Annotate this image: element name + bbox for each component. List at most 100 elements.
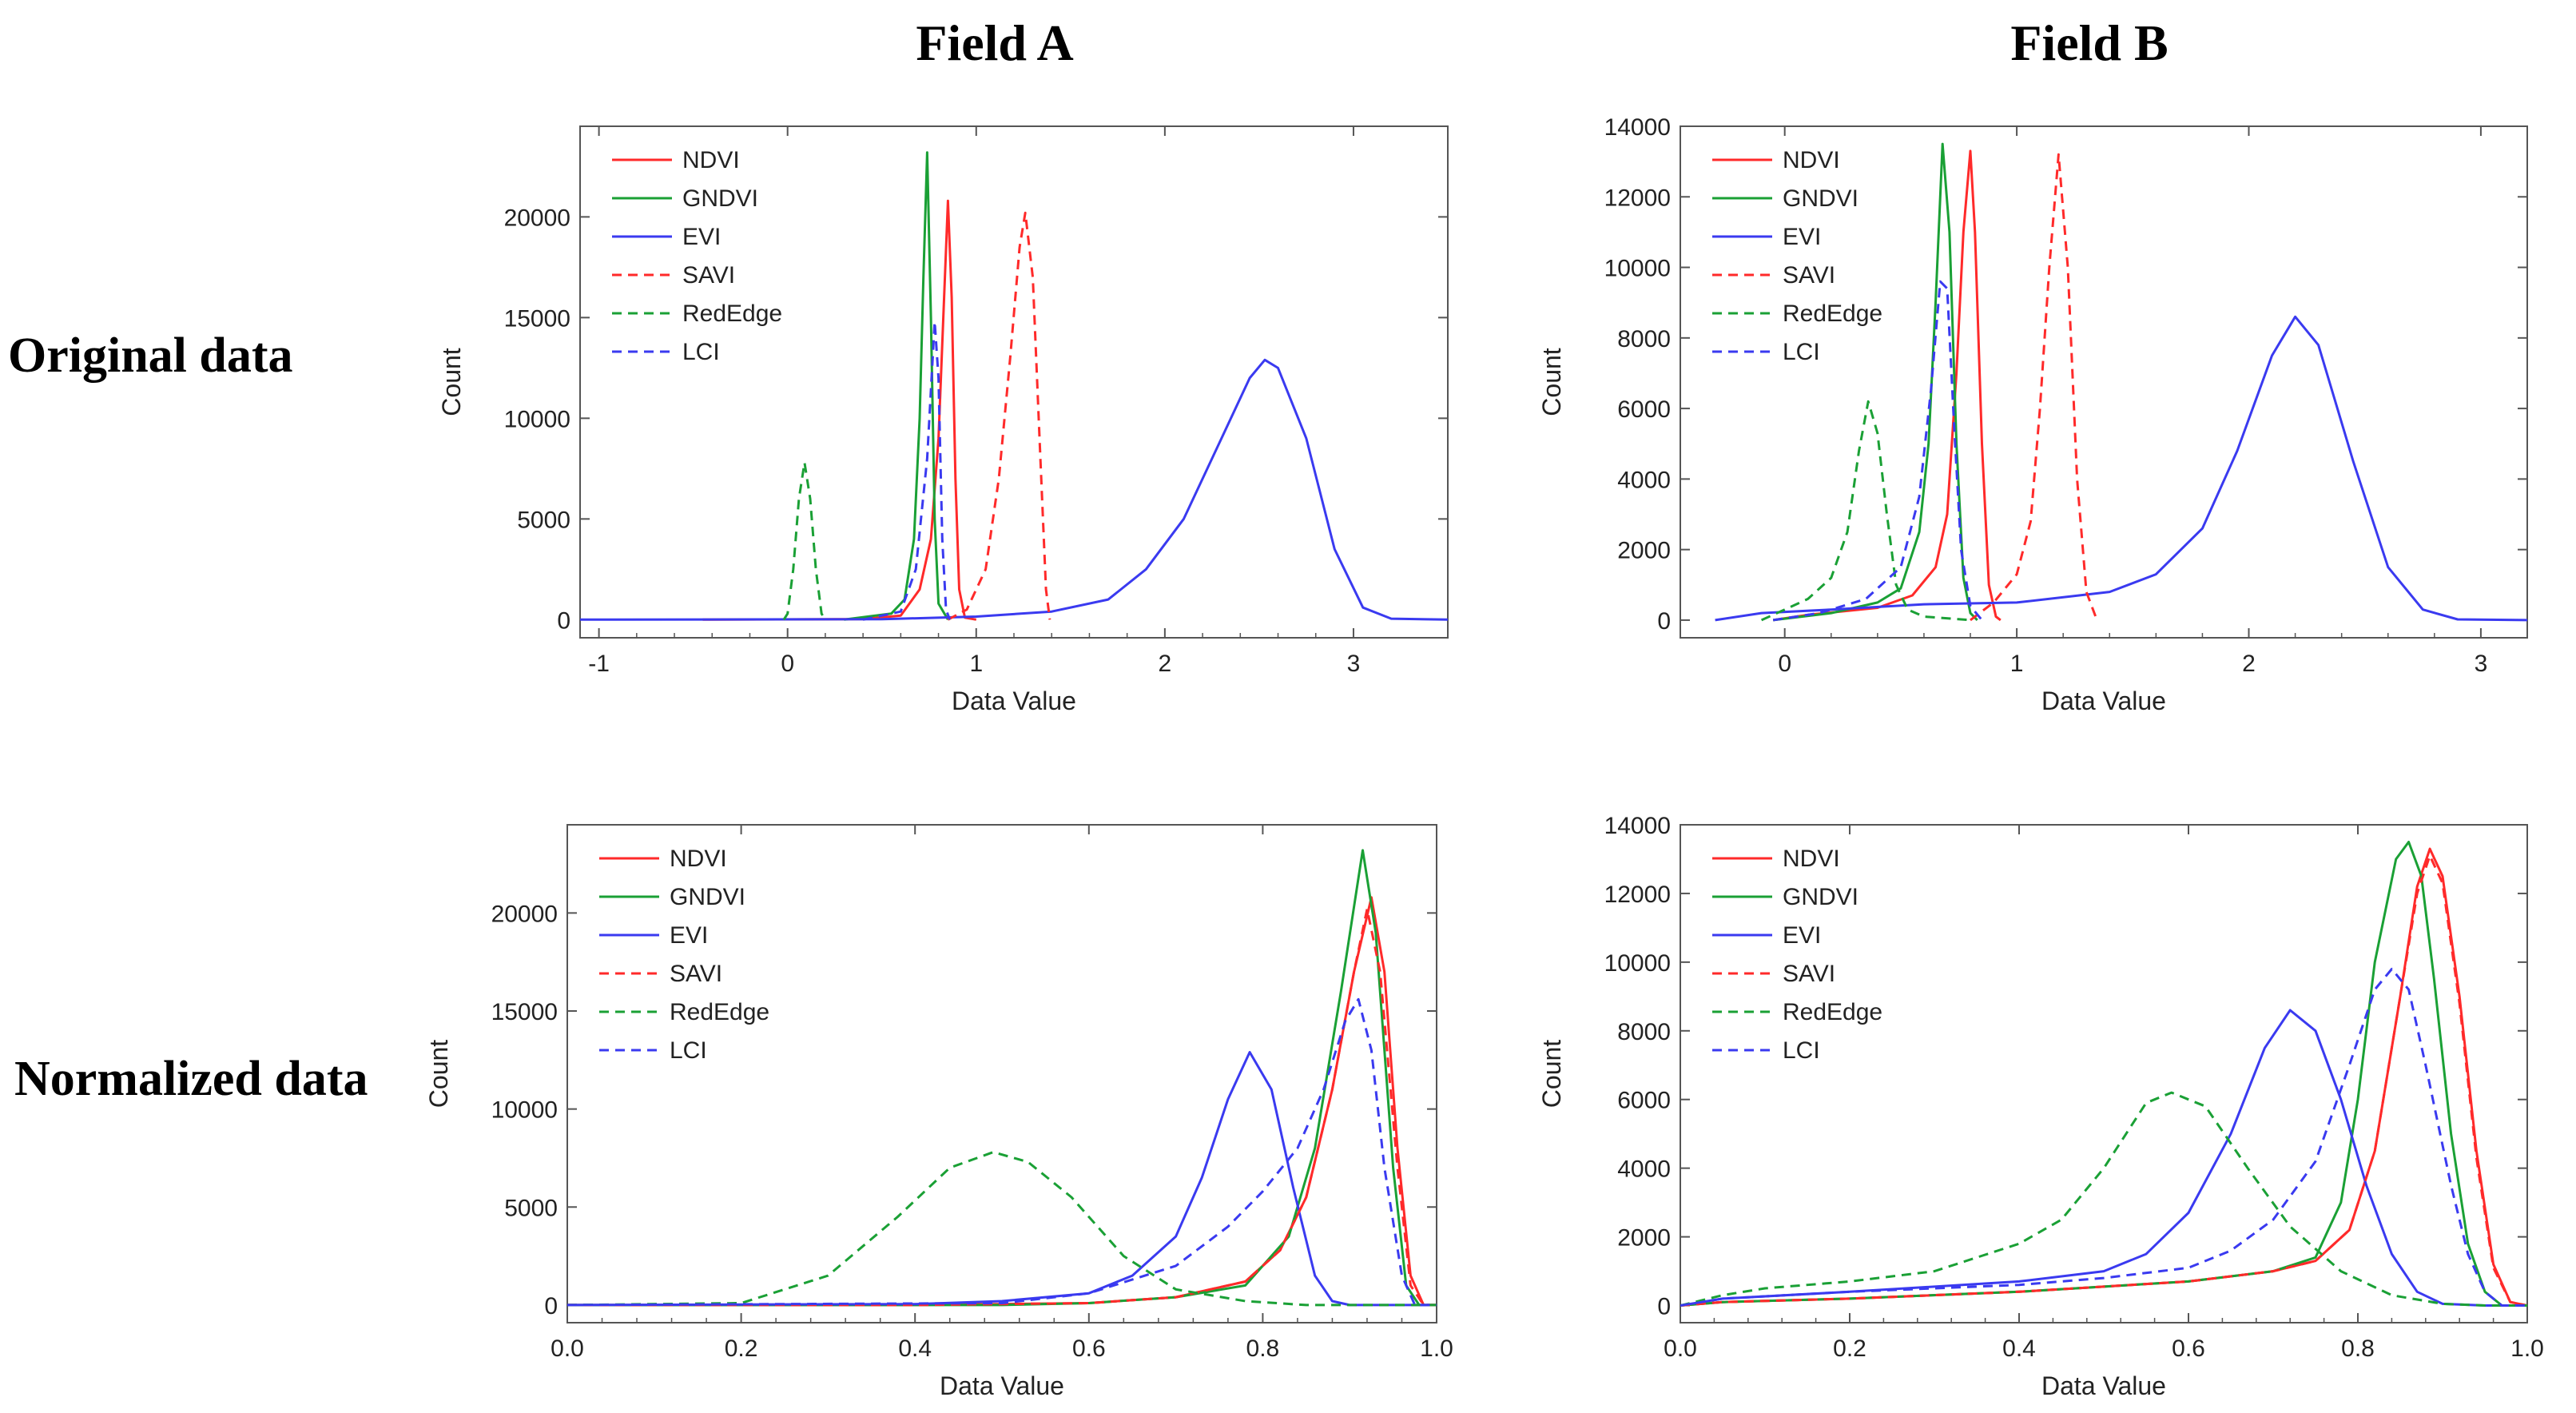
y-tick-label: 2000 (1617, 1225, 1671, 1252)
legend-label-ndvi: NDVI (1783, 147, 1840, 173)
x-tick-label: 0.6 (2172, 1335, 2205, 1362)
series-line-evi (1680, 1009, 2527, 1307)
series-line-gndvi (844, 151, 949, 621)
y-tick-label: 20000 (504, 205, 570, 231)
series-line-savi (947, 211, 1051, 621)
legend-label-lci: LCI (1783, 1037, 1820, 1064)
plot-frame (1680, 824, 2528, 1323)
series-line-ndvi (1772, 149, 2002, 622)
y-tick-label: 8000 (1617, 326, 1671, 352)
legend-label-evi: EVI (1783, 224, 1821, 250)
series-line-evi (567, 1051, 1437, 1307)
y-tick-label: 0 (1657, 1294, 1671, 1320)
series-line-rededge (782, 461, 827, 621)
legend-label-evi: EVI (1783, 922, 1821, 949)
chart-field-a-normalized: 0.0 0.2 0.4 0.6 0.8 1.0 0 5000 10000 15000 20000 Da… (424, 824, 1453, 1400)
legend-label-ndvi: NDVI (1783, 846, 1840, 872)
legend-label-gndvi: GNDVI (1783, 185, 1858, 212)
series-line-lci (862, 320, 952, 621)
series-line-rededge (567, 1151, 1437, 1307)
y-tick-label: 0 (544, 1293, 558, 1319)
series-line-gndvi (1773, 142, 1978, 622)
series-line-rededge (1680, 1091, 2527, 1307)
legend-label-rededge: RedEdge (682, 301, 782, 327)
series-line-lci (1680, 968, 2527, 1307)
legend-label-ndvi: NDVI (682, 147, 740, 173)
legend-label-savi: SAVI (1783, 961, 1835, 987)
legend-label-gndvi: GNDVI (1783, 884, 1858, 910)
y-tick-label: 0 (557, 607, 570, 634)
x-tick-label: 0.4 (898, 1335, 932, 1362)
x-tick-label: 0 (781, 651, 794, 677)
series-line-gndvi (1680, 841, 2527, 1307)
x-tick-label: 1.0 (2510, 1335, 2544, 1362)
legend-label-gndvi: GNDVI (670, 884, 745, 910)
series-line-evi (580, 358, 1448, 621)
legend-label-evi: EVI (670, 922, 708, 949)
y-tick-label: 12000 (1604, 185, 1671, 211)
x-tick-label: 1 (969, 651, 983, 677)
x-tick-label: 1.0 (1420, 1335, 1453, 1362)
series-line-savi (1680, 854, 2527, 1307)
series-line-evi (1715, 315, 2527, 622)
plot-frame (1680, 125, 2528, 639)
series-group (567, 849, 1437, 1307)
legend-label-lci: LCI (682, 339, 720, 365)
series-group (580, 151, 1448, 621)
x-tick-label: 0.8 (2341, 1335, 2375, 1362)
x-tick-label: -1 (588, 651, 610, 677)
series-line-savi (567, 908, 1437, 1307)
x-tick-label: 0.2 (725, 1335, 758, 1362)
column-title-field-a: Field A (916, 14, 1073, 71)
y-tick-label: 20000 (491, 901, 558, 927)
y-tick-label: 5000 (504, 1195, 558, 1221)
x-tick-label: 0.6 (1072, 1335, 1106, 1362)
legend-label-rededge: RedEdge (670, 999, 769, 1025)
column-title-field-b: Field B (2010, 14, 2168, 71)
x-tick-label: 2 (1159, 651, 1172, 677)
chart-field-a-original: -1 0 1 2 3 0 5000 10000 15000 20000 Data Value Coun… (437, 125, 1449, 715)
row-label-normalized: Normalized data (14, 1052, 368, 1106)
y-tick-label: 8000 (1617, 1019, 1671, 1045)
legend-label-ndvi: NDVI (670, 846, 727, 872)
series-line-rededge (1760, 400, 1971, 622)
plot-frame (566, 824, 1437, 1323)
chart-field-b-original: 0 1 2 3 0 2000 4000 6000 8000 10000 12000 14000 Data… (1537, 114, 2528, 715)
y-tick-label: 12000 (1604, 882, 1671, 908)
y-tick-label: 6000 (1617, 1088, 1671, 1114)
y-tick-label: 15000 (491, 999, 558, 1025)
series-group (1680, 841, 2527, 1307)
legend-label-rededge: RedEdge (1783, 999, 1882, 1025)
series-line-ndvi (702, 199, 977, 621)
legend-label-gndvi: GNDVI (682, 185, 758, 212)
legend-label-savi: SAVI (682, 262, 735, 289)
y-tick-label: 14000 (1604, 813, 1671, 839)
y-tick-label: 10000 (1604, 256, 1671, 282)
y-tick-label: 5000 (517, 507, 570, 533)
x-tick-label: 2 (2242, 651, 2256, 677)
x-tick-label: 0 (1778, 651, 1791, 677)
y-tick-label: 14000 (1604, 114, 1671, 141)
x-tick-label: 3 (2475, 651, 2488, 677)
x-axis-label: Data Value (2041, 1371, 2166, 1400)
y-tick-label: 0 (1657, 608, 1671, 635)
y-tick-label: 10000 (504, 406, 570, 432)
legend-label-lci: LCI (1783, 339, 1820, 365)
legend-label-lci: LCI (670, 1037, 707, 1064)
y-axis-label: Count (424, 1040, 453, 1109)
series-line-lci (567, 997, 1437, 1307)
y-tick-label: 10000 (1604, 950, 1671, 977)
y-tick-label: 6000 (1617, 396, 1671, 423)
x-axis-label: Data Value (2041, 687, 2166, 715)
row-label-original: Original data (8, 328, 293, 383)
x-tick-label: 0.0 (551, 1335, 584, 1362)
x-tick-label: 0.2 (1833, 1335, 1866, 1362)
x-tick-label: 0.0 (1664, 1335, 1697, 1362)
legend-label-savi: SAVI (670, 961, 722, 987)
y-axis-label: Count (437, 348, 466, 416)
y-axis-label: Count (1537, 1040, 1566, 1109)
y-tick-label: 2000 (1617, 538, 1671, 564)
x-tick-label: 0.8 (1246, 1335, 1280, 1362)
x-tick-label: 0.4 (2002, 1335, 2036, 1362)
